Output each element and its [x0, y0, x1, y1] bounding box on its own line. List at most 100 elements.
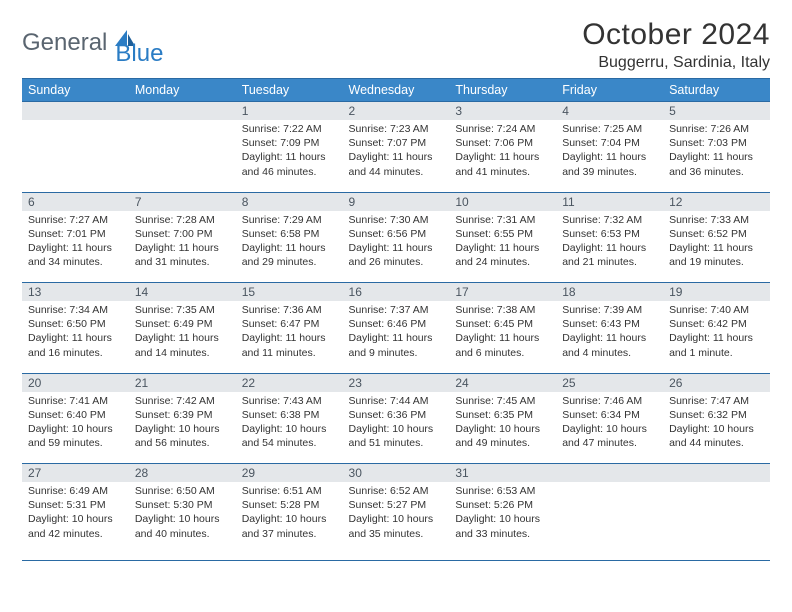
- sunset-line: Sunset: 6:39 PM: [135, 408, 230, 422]
- month-title: October 2024: [582, 18, 770, 52]
- day-number: 22: [236, 374, 343, 392]
- daylight-line: Daylight: 11 hours and 16 minutes.: [28, 331, 123, 359]
- sunset-line: Sunset: 6:52 PM: [669, 227, 764, 241]
- sunrise-line: Sunrise: 6:49 AM: [28, 484, 123, 498]
- day-number: 18: [556, 283, 663, 301]
- day-details: Sunrise: 7:29 AMSunset: 6:58 PMDaylight:…: [236, 211, 343, 274]
- sunrise-line: Sunrise: 6:50 AM: [135, 484, 230, 498]
- day-details: Sunrise: 6:53 AMSunset: 5:26 PMDaylight:…: [449, 482, 556, 545]
- day-details: Sunrise: 7:26 AMSunset: 7:03 PMDaylight:…: [663, 120, 770, 183]
- day-number: 14: [129, 283, 236, 301]
- sunrise-line: Sunrise: 7:34 AM: [28, 303, 123, 317]
- sunrise-line: Sunrise: 7:43 AM: [242, 394, 337, 408]
- weekday-header: Tuesday: [236, 79, 343, 102]
- day-number: 5: [663, 102, 770, 120]
- sunrise-line: Sunrise: 7:23 AM: [349, 122, 444, 136]
- day-number: 28: [129, 464, 236, 482]
- sunset-line: Sunset: 7:03 PM: [669, 136, 764, 150]
- brand-general: General: [22, 29, 107, 57]
- weekday-header-row: SundayMondayTuesdayWednesdayThursdayFrid…: [22, 79, 770, 102]
- sunrise-line: Sunrise: 7:44 AM: [349, 394, 444, 408]
- day-details: Sunrise: 7:23 AMSunset: 7:07 PMDaylight:…: [343, 120, 450, 183]
- sunset-line: Sunset: 6:47 PM: [242, 317, 337, 331]
- day-details: Sunrise: 7:42 AMSunset: 6:39 PMDaylight:…: [129, 392, 236, 455]
- day-details: Sunrise: 7:31 AMSunset: 6:55 PMDaylight:…: [449, 211, 556, 274]
- sunrise-line: Sunrise: 7:42 AM: [135, 394, 230, 408]
- day-details: Sunrise: 7:27 AMSunset: 7:01 PMDaylight:…: [22, 211, 129, 274]
- sunset-line: Sunset: 5:30 PM: [135, 498, 230, 512]
- sunrise-line: Sunrise: 7:36 AM: [242, 303, 337, 317]
- sunrise-line: Sunrise: 7:26 AM: [669, 122, 764, 136]
- day-number: 31: [449, 464, 556, 482]
- day-details: Sunrise: 7:44 AMSunset: 6:36 PMDaylight:…: [343, 392, 450, 455]
- sunrise-line: Sunrise: 7:32 AM: [562, 213, 657, 227]
- sunset-line: Sunset: 7:04 PM: [562, 136, 657, 150]
- day-number: 15: [236, 283, 343, 301]
- day-details: Sunrise: 7:35 AMSunset: 6:49 PMDaylight:…: [129, 301, 236, 364]
- brand-blue: Blue: [115, 40, 163, 68]
- calendar-table: SundayMondayTuesdayWednesdayThursdayFrid…: [22, 78, 770, 561]
- week-body-row: Sunrise: 7:22 AMSunset: 7:09 PMDaylight:…: [22, 120, 770, 192]
- day-number: 30: [343, 464, 450, 482]
- sunrise-line: Sunrise: 7:28 AM: [135, 213, 230, 227]
- day-number: 1: [236, 102, 343, 120]
- daylight-line: Daylight: 11 hours and 11 minutes.: [242, 331, 337, 359]
- daylight-line: Daylight: 10 hours and 51 minutes.: [349, 422, 444, 450]
- week-body-row: Sunrise: 7:34 AMSunset: 6:50 PMDaylight:…: [22, 301, 770, 373]
- week-number-row: 20212223242526: [22, 373, 770, 392]
- day-details: Sunrise: 7:32 AMSunset: 6:53 PMDaylight:…: [556, 211, 663, 274]
- sunset-line: Sunset: 6:34 PM: [562, 408, 657, 422]
- sunset-line: Sunset: 5:28 PM: [242, 498, 337, 512]
- daylight-line: Daylight: 11 hours and 24 minutes.: [455, 241, 550, 269]
- sunset-line: Sunset: 7:06 PM: [455, 136, 550, 150]
- daylight-line: Daylight: 10 hours and 49 minutes.: [455, 422, 550, 450]
- sunset-line: Sunset: 6:32 PM: [669, 408, 764, 422]
- week-number-row: 13141516171819: [22, 283, 770, 302]
- daylight-line: Daylight: 10 hours and 59 minutes.: [28, 422, 123, 450]
- day-number-empty: [556, 464, 663, 482]
- daylight-line: Daylight: 11 hours and 19 minutes.: [669, 241, 764, 269]
- sunrise-line: Sunrise: 7:37 AM: [349, 303, 444, 317]
- day-details: Sunrise: 7:41 AMSunset: 6:40 PMDaylight:…: [22, 392, 129, 455]
- daylight-line: Daylight: 10 hours and 35 minutes.: [349, 512, 444, 540]
- day-number: 11: [556, 193, 663, 211]
- daylight-line: Daylight: 11 hours and 44 minutes.: [349, 150, 444, 178]
- day-details: Sunrise: 7:40 AMSunset: 6:42 PMDaylight:…: [663, 301, 770, 364]
- day-number: 21: [129, 374, 236, 392]
- day-details: Sunrise: 7:24 AMSunset: 7:06 PMDaylight:…: [449, 120, 556, 183]
- daylight-line: Daylight: 11 hours and 26 minutes.: [349, 241, 444, 269]
- sunset-line: Sunset: 7:00 PM: [135, 227, 230, 241]
- day-number: 3: [449, 102, 556, 120]
- day-number: 7: [129, 193, 236, 211]
- day-details: Sunrise: 7:28 AMSunset: 7:00 PMDaylight:…: [129, 211, 236, 274]
- day-details: Sunrise: 7:38 AMSunset: 6:45 PMDaylight:…: [449, 301, 556, 364]
- day-details: Sunrise: 6:50 AMSunset: 5:30 PMDaylight:…: [129, 482, 236, 545]
- day-details: Sunrise: 7:46 AMSunset: 6:34 PMDaylight:…: [556, 392, 663, 455]
- sunset-line: Sunset: 7:07 PM: [349, 136, 444, 150]
- daylight-line: Daylight: 11 hours and 1 minute.: [669, 331, 764, 359]
- day-number: 6: [22, 193, 129, 211]
- daylight-line: Daylight: 11 hours and 29 minutes.: [242, 241, 337, 269]
- week-body-row: Sunrise: 6:49 AMSunset: 5:31 PMDaylight:…: [22, 482, 770, 560]
- day-details: Sunrise: 7:25 AMSunset: 7:04 PMDaylight:…: [556, 120, 663, 183]
- week-body-row: Sunrise: 7:27 AMSunset: 7:01 PMDaylight:…: [22, 211, 770, 283]
- day-details: Sunrise: 6:52 AMSunset: 5:27 PMDaylight:…: [343, 482, 450, 545]
- day-number-empty: [22, 102, 129, 120]
- day-details: Sunrise: 7:22 AMSunset: 7:09 PMDaylight:…: [236, 120, 343, 183]
- weekday-header: Thursday: [449, 79, 556, 102]
- sunrise-line: Sunrise: 7:24 AM: [455, 122, 550, 136]
- day-number: 2: [343, 102, 450, 120]
- day-number: 17: [449, 283, 556, 301]
- header: General Blue October 2024 Buggerru, Sard…: [22, 18, 770, 72]
- daylight-line: Daylight: 11 hours and 21 minutes.: [562, 241, 657, 269]
- sunrise-line: Sunrise: 7:46 AM: [562, 394, 657, 408]
- week-number-row: 6789101112: [22, 192, 770, 211]
- day-number: 26: [663, 374, 770, 392]
- sunrise-line: Sunrise: 7:29 AM: [242, 213, 337, 227]
- sunset-line: Sunset: 6:49 PM: [135, 317, 230, 331]
- sunrise-line: Sunrise: 7:22 AM: [242, 122, 337, 136]
- day-number: 25: [556, 374, 663, 392]
- day-details: Sunrise: 6:51 AMSunset: 5:28 PMDaylight:…: [236, 482, 343, 545]
- sunrise-line: Sunrise: 7:27 AM: [28, 213, 123, 227]
- sunrise-line: Sunrise: 7:25 AM: [562, 122, 657, 136]
